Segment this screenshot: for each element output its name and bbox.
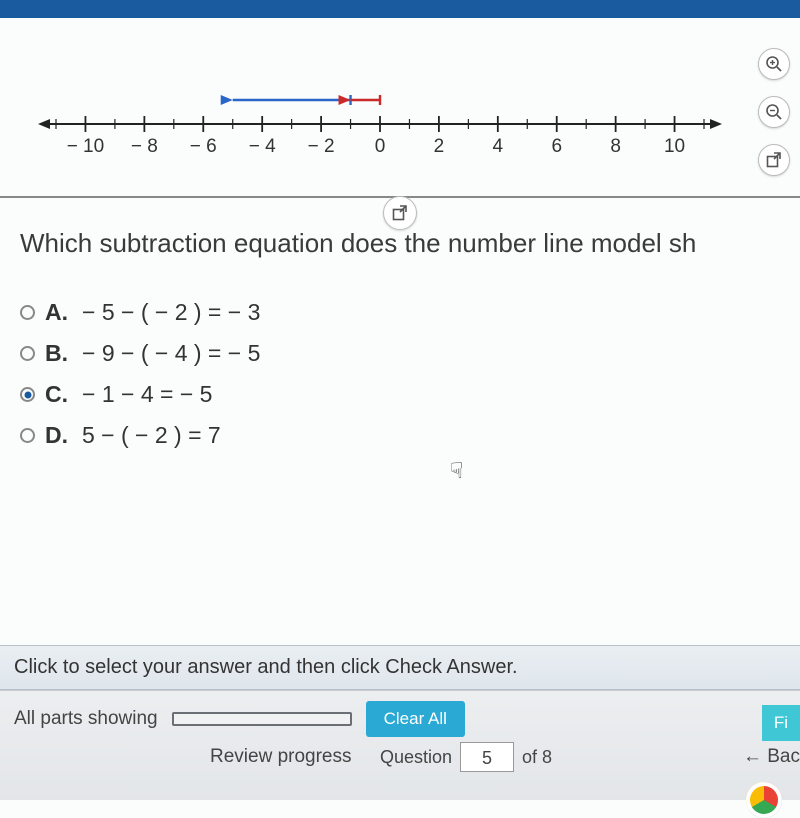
svg-text:8: 8: [610, 136, 621, 157]
bottom-row-1: All parts showing Clear All Fi: [0, 691, 800, 747]
chrome-icon: [746, 782, 782, 818]
popout-center-icon[interactable]: [383, 196, 417, 230]
question-indicator: Question 5 of 8: [380, 742, 552, 772]
content-area: − 10− 8− 6− 4− 20246810 Which subtractio…: [0, 18, 800, 469]
svg-text:− 4: − 4: [249, 136, 276, 157]
option-d[interactable]: D. 5 − ( − 2 ) = 7: [20, 422, 780, 449]
option-expression: − 1 − 4 = − 5: [82, 381, 212, 408]
numberline-panel: − 10 − 8 − 6 − 4 − 2 0 2 4 6 8 10: [0, 28, 800, 198]
hand-cursor-icon: ☟: [450, 458, 463, 484]
svg-text:10: 10: [664, 136, 685, 157]
instruction-bar: Click to select your answer and then cli…: [0, 645, 800, 690]
svg-text:− 8: − 8: [131, 136, 158, 157]
popout-icon[interactable]: [758, 144, 790, 176]
option-key: A.: [45, 299, 68, 326]
option-c[interactable]: C. − 1 − 4 = − 5: [20, 381, 780, 408]
tool-column: [758, 48, 790, 176]
bottom-row-2: Review progress Question 5 of 8 ← Bac: [0, 747, 800, 767]
svg-text:− 2: − 2: [308, 136, 335, 157]
option-expression: 5 − ( − 2 ) = 7: [82, 422, 221, 449]
svg-text:0: 0: [375, 136, 386, 157]
bottom-bar: All parts showing Clear All Fi Review pr…: [0, 690, 800, 800]
option-key: B.: [45, 340, 68, 367]
of-total: of 8: [522, 747, 552, 768]
option-key: D.: [45, 422, 68, 449]
option-a[interactable]: A. − 5 − ( − 2 ) = − 3: [20, 299, 780, 326]
finish-button[interactable]: Fi: [762, 705, 800, 741]
question-number-box: 5: [460, 742, 514, 772]
svg-text:− 10: − 10: [67, 136, 105, 157]
window-titlebar: [0, 0, 800, 18]
option-expression: − 9 − ( − 4 ) = − 5: [82, 340, 260, 367]
popout-mid: [383, 196, 417, 230]
clear-all-button[interactable]: Clear All: [366, 701, 465, 737]
radio-a[interactable]: [20, 305, 35, 320]
radio-d[interactable]: [20, 428, 35, 443]
zoom-out-icon[interactable]: [758, 96, 790, 128]
svg-text:2: 2: [434, 136, 445, 157]
options-group: A. − 5 − ( − 2 ) = − 3 B. − 9 − ( − 4 ) = −…: [0, 279, 800, 469]
review-progress-label[interactable]: Review progress: [210, 746, 352, 768]
progress-bar: [172, 712, 352, 726]
numberline-chart: − 10 − 8 − 6 − 4 − 2 0 2 4 6 8 10: [30, 66, 730, 166]
zoom-in-icon[interactable]: [758, 48, 790, 80]
option-expression: − 5 − ( − 2 ) = − 3: [82, 299, 260, 326]
svg-text:4: 4: [493, 136, 504, 157]
svg-text:− 6: − 6: [190, 136, 217, 157]
radio-b[interactable]: [20, 346, 35, 361]
back-button[interactable]: ← Bac: [743, 746, 800, 768]
option-b[interactable]: B. − 9 − ( − 4 ) = − 5: [20, 340, 780, 367]
svg-text:6: 6: [551, 136, 562, 157]
parts-label: All parts showing: [14, 708, 158, 730]
question-word: Question: [380, 747, 452, 768]
option-key: C.: [45, 381, 68, 408]
radio-c[interactable]: [20, 387, 35, 402]
